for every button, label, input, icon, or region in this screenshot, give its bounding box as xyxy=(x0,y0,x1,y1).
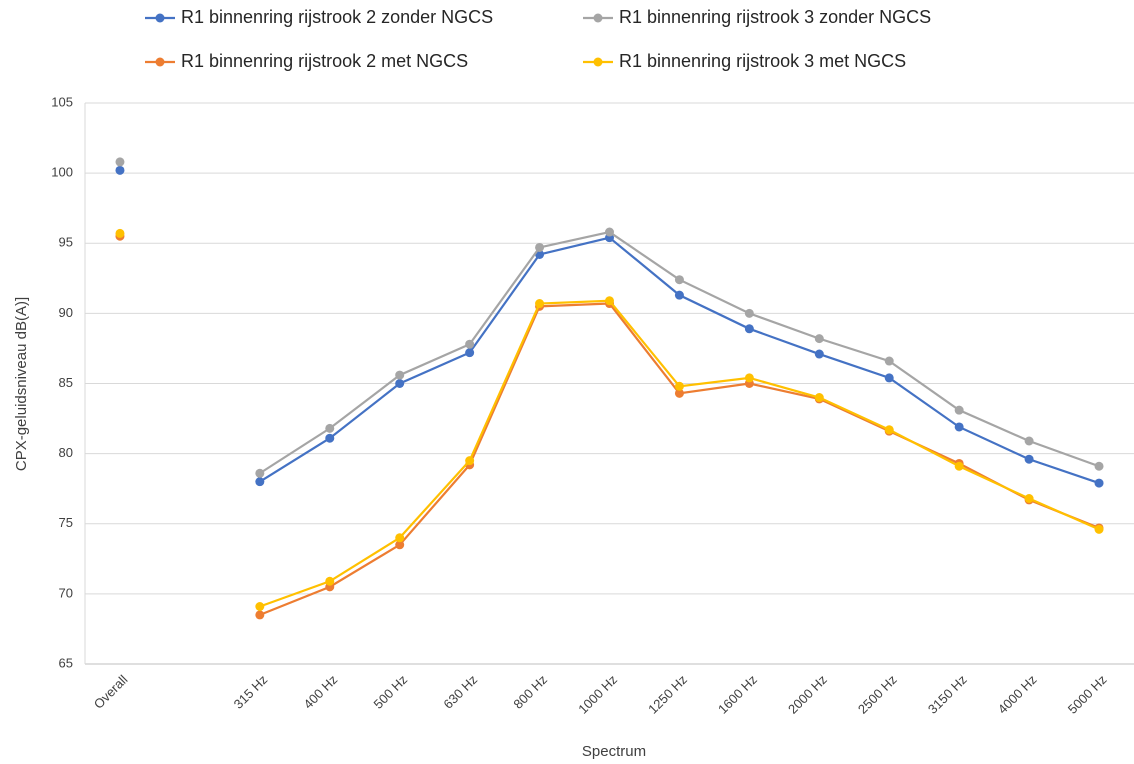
y-axis-title: CPX-geluidsniveau dB(A)] xyxy=(13,297,30,471)
legend-marker xyxy=(155,57,165,67)
data-point xyxy=(1094,478,1104,488)
data-point xyxy=(814,349,824,359)
y-tick-label: 105 xyxy=(51,94,73,109)
data-point xyxy=(884,425,894,435)
series-line xyxy=(259,236,1100,485)
x-tick-label: Overall xyxy=(91,672,131,712)
y-tick-label: 65 xyxy=(59,655,73,670)
legend-label: R1 binnenring rijstrook 2 zonder NGCS xyxy=(181,7,493,27)
data-point xyxy=(1024,454,1034,464)
x-tick-label: 2500 Hz xyxy=(855,672,900,717)
data-point xyxy=(674,381,684,391)
y-tick-label: 95 xyxy=(59,235,73,250)
x-tick-label: 1000 Hz xyxy=(575,672,620,717)
data-point xyxy=(884,373,894,383)
data-point xyxy=(1024,436,1034,446)
data-point xyxy=(674,388,684,398)
x-tick-label: 2000 Hz xyxy=(785,672,830,717)
data-point xyxy=(465,456,475,466)
x-tick-label: 4000 Hz xyxy=(995,672,1040,717)
data-point xyxy=(325,576,335,586)
data-point xyxy=(954,405,964,415)
y-tick-label: 100 xyxy=(51,165,73,180)
legend-marker xyxy=(155,13,165,23)
data-point xyxy=(744,308,754,318)
data-point xyxy=(1094,461,1104,471)
data-point xyxy=(744,324,754,334)
series-line xyxy=(259,302,1100,616)
data-point xyxy=(115,228,125,238)
y-tick-label: 90 xyxy=(59,305,73,320)
data-point xyxy=(255,601,265,611)
data-point xyxy=(605,227,614,237)
x-tick-label: 315 Hz xyxy=(231,672,271,712)
data-point xyxy=(884,356,894,366)
data-point xyxy=(465,348,475,358)
data-point xyxy=(325,433,335,443)
x-tick-label: 630 Hz xyxy=(440,672,480,712)
data-point xyxy=(954,461,964,471)
data-point xyxy=(814,334,824,344)
y-tick-label: 85 xyxy=(59,375,73,390)
data-point xyxy=(674,290,684,300)
data-point xyxy=(814,393,824,403)
data-point xyxy=(535,242,545,252)
x-tick-label: 3150 Hz xyxy=(925,672,970,717)
data-point xyxy=(255,468,265,478)
x-tick-label: 500 Hz xyxy=(371,672,411,712)
data-point xyxy=(605,296,614,306)
data-point xyxy=(395,379,405,388)
data-point xyxy=(395,540,405,550)
legend-marker xyxy=(593,57,603,67)
data-point xyxy=(744,373,754,383)
data-point xyxy=(395,370,405,380)
data-point xyxy=(535,299,545,309)
series-line xyxy=(259,230,1100,475)
x-axis-title: Spectrum xyxy=(582,743,646,760)
data-point xyxy=(255,610,265,620)
data-point xyxy=(395,533,405,543)
x-tick-label: 400 Hz xyxy=(301,672,341,712)
data-point xyxy=(115,165,125,175)
data-point xyxy=(465,339,475,349)
x-tick-label: 1600 Hz xyxy=(715,672,760,717)
y-tick-label: 80 xyxy=(59,445,73,460)
legend-marker xyxy=(593,13,603,23)
data-point xyxy=(325,423,335,433)
x-tick-label: 1250 Hz xyxy=(645,672,690,717)
y-tick-label: 75 xyxy=(59,515,73,530)
x-tick-label: 5000 Hz xyxy=(1065,672,1110,717)
data-point xyxy=(674,275,684,285)
legend-label: R1 binnenring rijstrook 2 met NGCS xyxy=(181,51,468,71)
y-tick-label: 70 xyxy=(59,585,73,600)
data-point xyxy=(255,477,265,487)
data-point xyxy=(954,422,964,432)
data-point xyxy=(1024,494,1034,504)
legend-label: R1 binnenring rijstrook 3 met NGCS xyxy=(619,51,906,71)
data-point xyxy=(1094,524,1104,534)
data-point xyxy=(115,157,125,167)
legend-label: R1 binnenring rijstrook 3 zonder NGCS xyxy=(619,7,931,27)
x-tick-label: 800 Hz xyxy=(510,672,550,712)
